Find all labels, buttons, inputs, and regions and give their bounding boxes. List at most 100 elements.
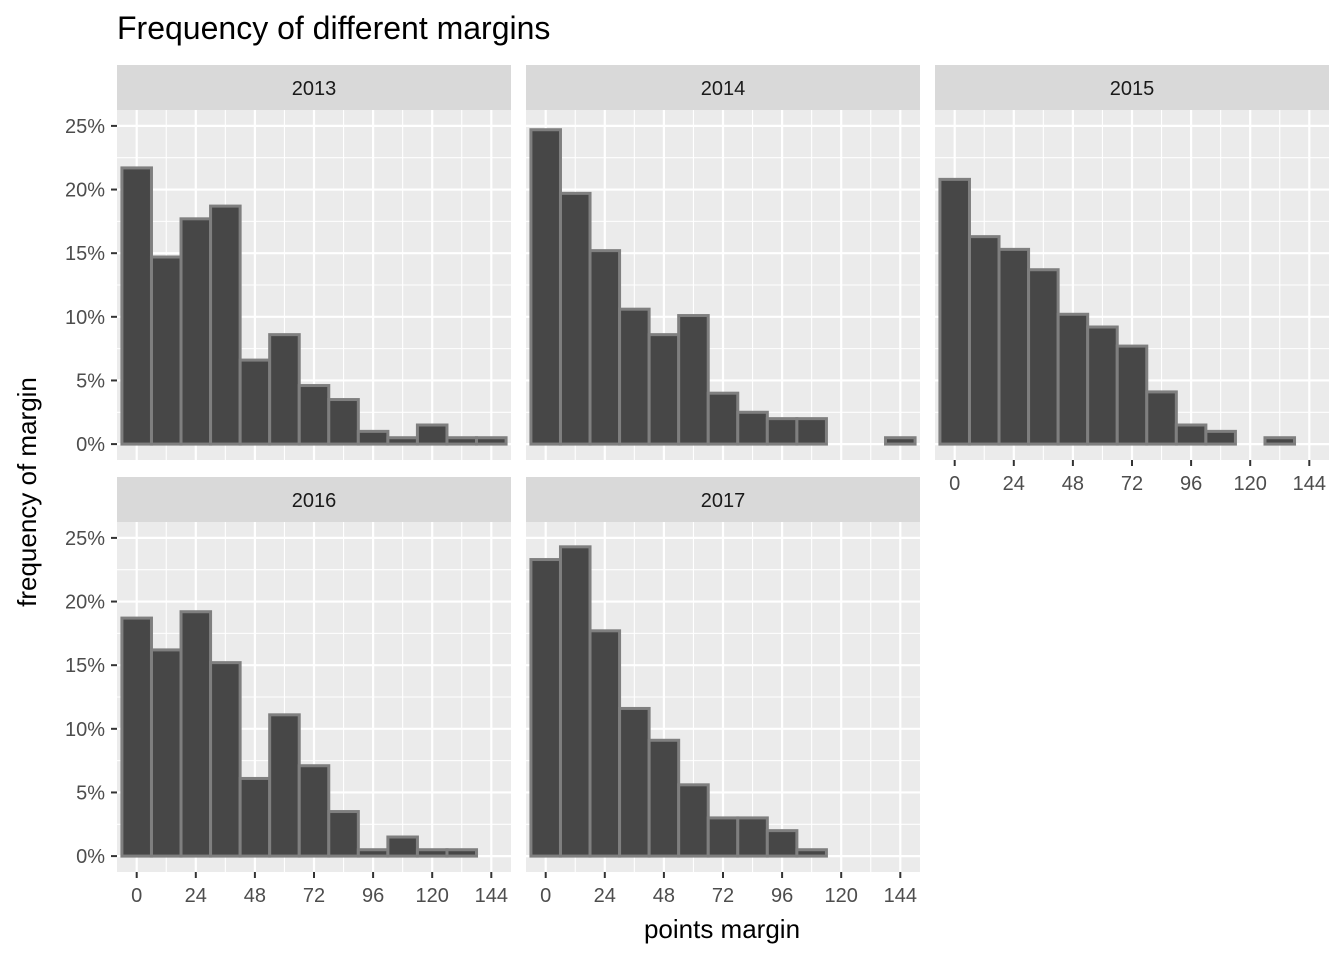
histogram-bar bbox=[1086, 325, 1119, 446]
histogram-bar bbox=[795, 417, 828, 446]
histogram-bar bbox=[386, 436, 419, 446]
histogram-bar bbox=[297, 384, 331, 446]
histogram-bar bbox=[238, 358, 272, 446]
y-tick-label: 0% bbox=[76, 846, 105, 868]
histogram-bar bbox=[1115, 344, 1149, 446]
histogram-bar bbox=[647, 333, 681, 446]
histogram-bar bbox=[1145, 390, 1178, 446]
facet-strip bbox=[117, 477, 511, 522]
facet-strip bbox=[526, 65, 920, 110]
facet-panels: 2013 0% 5% 10% 15% 20% 25% 2014 2015 0 24 48 72 96 120… bbox=[65, 65, 1329, 907]
histogram-bar bbox=[884, 436, 917, 446]
x-tick-label: 24 bbox=[1003, 473, 1025, 495]
facet-strip bbox=[935, 65, 1329, 110]
histogram-bar bbox=[588, 249, 622, 446]
histogram-bar bbox=[677, 314, 710, 446]
histogram-bar bbox=[1204, 429, 1237, 446]
histogram-bar bbox=[1174, 423, 1208, 446]
x-tick-label: 96 bbox=[362, 885, 384, 907]
histogram-bar bbox=[736, 816, 769, 858]
histogram-bar bbox=[327, 810, 360, 858]
histogram-bar bbox=[356, 848, 390, 858]
y-tick-label: 5% bbox=[76, 782, 105, 804]
x-tick-label: 120 bbox=[1234, 473, 1267, 495]
facet-panel-2015: 2015 0 24 48 72 96 120 144 bbox=[935, 65, 1329, 495]
histogram-bar bbox=[618, 706, 651, 858]
histogram-bar bbox=[209, 661, 242, 858]
x-tick-label: 96 bbox=[771, 885, 793, 907]
facet-strip-label: 2014 bbox=[701, 78, 746, 100]
histogram-bar bbox=[356, 429, 390, 446]
y-tick-label: 15% bbox=[65, 243, 105, 265]
histogram-bar bbox=[765, 417, 799, 446]
histogram-bar bbox=[706, 816, 740, 858]
y-tick-label: 15% bbox=[65, 655, 105, 677]
histogram-bar bbox=[736, 410, 769, 446]
y-tick-label: 5% bbox=[76, 370, 105, 392]
histogram-bar bbox=[1263, 436, 1297, 446]
histogram-bar bbox=[588, 629, 622, 858]
histogram-bar bbox=[558, 545, 592, 858]
y-tick-label: 10% bbox=[65, 719, 105, 741]
facet-strip bbox=[526, 477, 920, 522]
y-axis-title: frequency of margin bbox=[12, 377, 42, 607]
histogram-bar bbox=[120, 166, 153, 446]
y-tick-label: 25% bbox=[65, 528, 105, 550]
facet-strip-label: 2017 bbox=[701, 490, 746, 512]
histogram-bar bbox=[120, 616, 153, 858]
facet-panel-2017: 2017 0 24 48 72 96 120 144 bbox=[526, 477, 920, 907]
histogram-bar bbox=[1056, 312, 1090, 446]
x-tick-label: 72 bbox=[1121, 473, 1143, 495]
x-tick-label: 0 bbox=[540, 885, 551, 907]
x-tick-label: 24 bbox=[594, 885, 616, 907]
x-tick-label: 144 bbox=[475, 885, 508, 907]
histogram-bar bbox=[938, 177, 971, 446]
histogram-bar bbox=[1027, 268, 1060, 446]
y-tick-label: 20% bbox=[65, 592, 105, 614]
x-tick-label: 72 bbox=[303, 885, 325, 907]
histogram-bar bbox=[529, 128, 562, 446]
histogram-bar bbox=[415, 848, 449, 858]
histogram-bar bbox=[618, 307, 651, 446]
x-tick-label: 96 bbox=[1180, 473, 1202, 495]
histogram-bar bbox=[647, 738, 681, 858]
x-tick-label: 48 bbox=[1062, 473, 1084, 495]
histogram-bar bbox=[209, 204, 242, 446]
histogram-bar bbox=[706, 391, 740, 446]
histogram-bar bbox=[268, 333, 301, 446]
histogram-bar bbox=[386, 835, 419, 858]
histogram-bar bbox=[475, 436, 508, 446]
y-tick-label: 25% bbox=[65, 116, 105, 138]
x-tick-label: 48 bbox=[653, 885, 675, 907]
histogram-bar bbox=[415, 423, 449, 446]
histogram-bar bbox=[268, 713, 301, 858]
histogram-bar bbox=[149, 648, 183, 858]
facet-panel-2016: 2016 0% 5% 10% 15% 20% 25% 0 24 48 72 96 120 144 bbox=[65, 477, 511, 907]
facet-panel-2014: 2014 bbox=[526, 65, 920, 460]
histogram-bar bbox=[997, 247, 1031, 446]
facet-strip bbox=[117, 65, 511, 110]
histogram-bar bbox=[327, 398, 360, 446]
facet-strip-label: 2016 bbox=[292, 490, 337, 512]
chart-title: Frequency of different margins bbox=[117, 10, 550, 46]
facet-strip-label: 2013 bbox=[292, 78, 337, 100]
histogram-bar bbox=[795, 848, 828, 858]
x-tick-label: 0 bbox=[949, 473, 960, 495]
x-tick-label: 0 bbox=[131, 885, 142, 907]
x-tick-label: 120 bbox=[416, 885, 449, 907]
histogram-bar bbox=[297, 764, 331, 858]
histogram-bar bbox=[179, 217, 213, 446]
x-tick-label: 48 bbox=[244, 885, 266, 907]
histogram-bar bbox=[445, 848, 479, 858]
y-tick-label: 20% bbox=[65, 180, 105, 202]
histogram-bar bbox=[238, 776, 272, 858]
histogram-bar bbox=[529, 558, 562, 858]
histogram-bar bbox=[445, 436, 479, 446]
histogram-bar bbox=[677, 783, 710, 858]
histogram-bar bbox=[765, 829, 799, 858]
x-axis-title: points margin bbox=[644, 914, 800, 944]
histogram-bar bbox=[149, 255, 183, 446]
x-tick-label: 144 bbox=[884, 885, 917, 907]
facet-strip-label: 2015 bbox=[1110, 78, 1155, 100]
